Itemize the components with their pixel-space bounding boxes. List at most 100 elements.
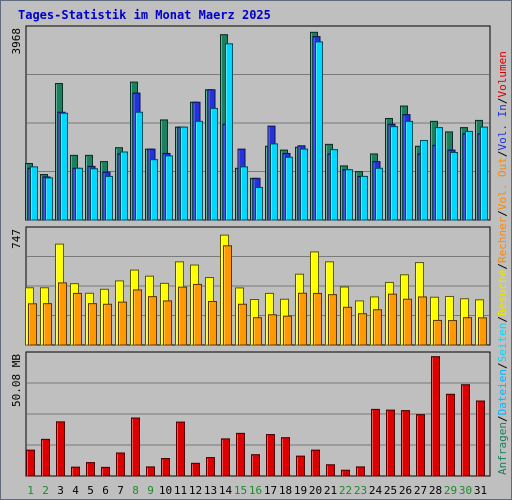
bar-seiten-day-7 [120, 151, 128, 221]
day-label-11: 11 [174, 484, 187, 497]
bar-volumen-day-11 [176, 421, 185, 477]
side-legend-item: / [496, 316, 509, 323]
bar-volumen-day-24 [371, 408, 380, 477]
bar-volumen-day-22 [341, 469, 350, 477]
bar-seiten-day-25 [390, 126, 398, 221]
bar-volumen-day-14 [221, 438, 230, 477]
bar-volumen-day-16 [251, 454, 260, 477]
day-label-24: 24 [369, 484, 383, 497]
bar-seiten-day-5 [90, 168, 98, 221]
bar-volumen-day-9 [146, 466, 155, 477]
bar-rechner-day-30 [463, 317, 472, 346]
bar-seiten-day-21 [330, 149, 338, 221]
day-label-17: 17 [264, 484, 277, 497]
bar-rechner-day-31 [478, 317, 487, 346]
day-label-28: 28 [429, 484, 442, 497]
bar-volumen-day-4 [71, 466, 80, 477]
bar-seiten-day-16 [255, 186, 263, 221]
bar-rechner-day-24 [373, 309, 382, 346]
bar-rechner-day-21 [328, 294, 337, 346]
day-label-31: 31 [474, 484, 487, 497]
bar-volumen-day-13 [206, 457, 215, 477]
bar-seiten-day-8 [135, 111, 143, 221]
bar-rechner-day-28 [433, 319, 442, 346]
bar-seiten-day-15 [240, 166, 248, 221]
bar-seiten-day-30 [465, 130, 473, 221]
bar-rechner-day-13 [208, 301, 217, 346]
bar-seiten-day-29 [450, 151, 458, 221]
day-label-13: 13 [204, 484, 217, 497]
bar-rechner-day-27 [418, 296, 427, 346]
y-tick-label-visits: 747 [10, 229, 23, 249]
day-label-18: 18 [279, 484, 292, 497]
bar-rechner-day-17 [268, 314, 277, 346]
bar-rechner-day-10 [163, 300, 172, 346]
bar-rechner-day-22 [343, 306, 352, 346]
bar-rechner-day-7 [118, 301, 127, 346]
bar-rechner-day-23 [358, 313, 367, 346]
bar-volumen-day-25 [386, 409, 395, 477]
bar-volumen-day-7 [116, 452, 125, 477]
day-label-19: 19 [294, 484, 307, 497]
bar-seiten-day-20 [315, 41, 323, 221]
bar-volumen-day-6 [101, 466, 110, 477]
side-legend-item: Vol. Out [496, 157, 509, 210]
bar-rechner-day-14 [223, 245, 232, 346]
bar-rechner-day-18 [283, 315, 292, 346]
side-legend-item: Seiten [496, 323, 509, 363]
bar-seiten-day-22 [345, 169, 353, 221]
bar-rechner-day-19 [298, 292, 307, 346]
bar-volumen-day-17 [266, 434, 275, 477]
bar-volumen-day-3 [56, 421, 65, 477]
bar-rechner-day-25 [388, 293, 397, 346]
bar-rechner-day-8 [133, 289, 142, 346]
day-label-12: 12 [189, 484, 202, 497]
bar-volumen-day-23 [356, 466, 365, 477]
bar-volumen-day-19 [296, 455, 305, 477]
side-legend-item: Besuche [496, 270, 509, 316]
side-legend-item: Volumen [496, 51, 509, 97]
side-legend-item: Vol. In [496, 104, 509, 150]
bar-volumen-day-2 [41, 438, 50, 477]
bar-seiten-day-19 [300, 148, 308, 221]
panel-visits [25, 226, 491, 346]
bar-seiten-day-18 [285, 156, 293, 221]
bar-volumen-day-18 [281, 437, 290, 477]
side-legend-item: / [496, 415, 509, 422]
bar-volumen-day-10 [161, 458, 170, 477]
side-legend-item: Dateien [496, 369, 509, 415]
day-label-29: 29 [444, 484, 457, 497]
bar-volumen-day-8 [131, 417, 140, 477]
bar-seiten-day-12 [195, 120, 203, 221]
side-legend-item: Anfragen [496, 422, 509, 475]
bar-rechner-day-9 [148, 296, 157, 346]
bar-seiten-day-31 [480, 126, 488, 221]
day-label-9: 9 [147, 484, 154, 497]
y-tick-labels: 3968 747 50.08 MB [10, 28, 23, 407]
bar-rechner-day-11 [178, 286, 187, 346]
bar-volumen-day-1 [26, 449, 35, 477]
bar-seiten-day-11 [180, 126, 188, 221]
bar-seiten-day-9 [150, 159, 158, 221]
bar-volumen-day-30 [461, 384, 470, 477]
bar-seiten-day-10 [165, 155, 173, 221]
y-tick-label-hits: 3968 [10, 28, 23, 55]
side-legend-item: / [496, 210, 509, 217]
day-label-1: 1 [27, 484, 34, 497]
bar-rechner-day-4 [73, 292, 82, 346]
side-legend: Anfragen/Dateien/Seiten/Besuche/Rechner/… [496, 51, 509, 475]
day-label-3: 3 [57, 484, 64, 497]
bar-seiten-day-24 [375, 167, 383, 221]
side-legend-item: / [496, 263, 509, 270]
bar-seiten-day-27 [420, 140, 428, 221]
bar-rechner-day-15 [238, 303, 247, 346]
bar-rechner-day-6 [103, 303, 112, 346]
day-label-15: 15 [234, 484, 247, 497]
bar-volumen-day-29 [446, 393, 455, 477]
bar-rechner-day-3 [58, 282, 67, 346]
day-label-7: 7 [117, 484, 124, 497]
bar-volumen-day-15 [236, 432, 245, 477]
bar-seiten-day-1 [30, 166, 38, 221]
side-legend-item: / [496, 97, 509, 104]
bar-volumen-day-12 [191, 462, 200, 477]
